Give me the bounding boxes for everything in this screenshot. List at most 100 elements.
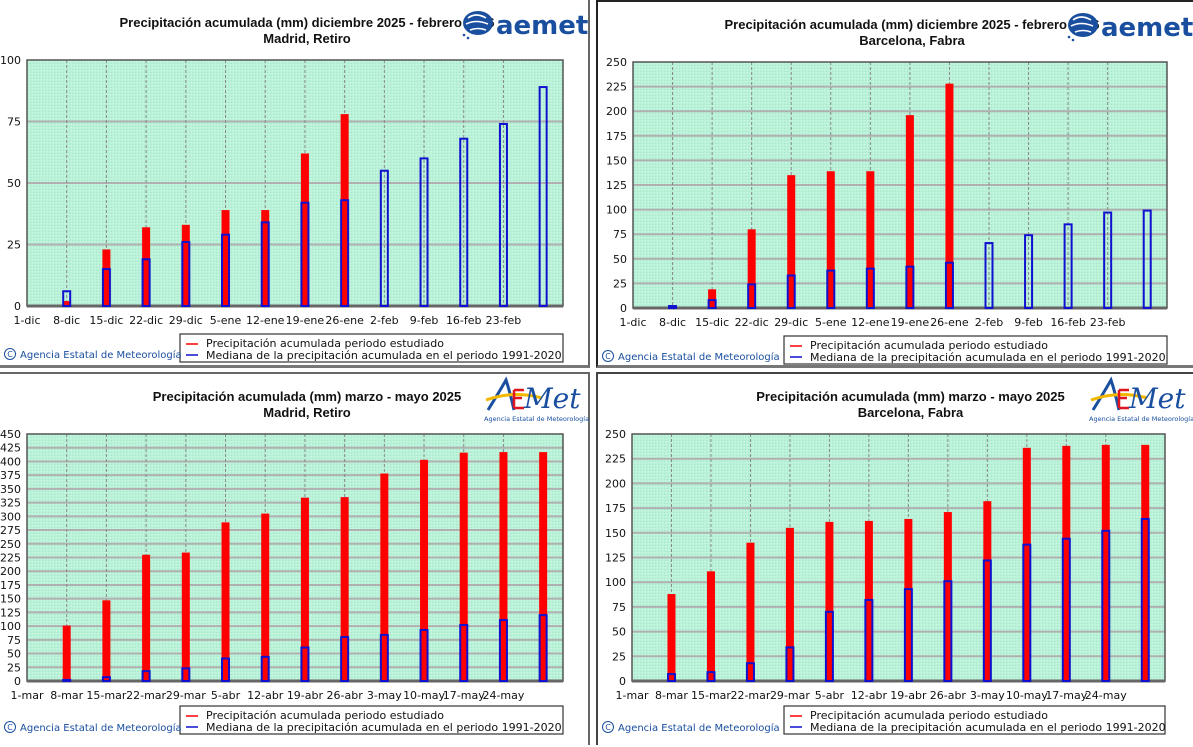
legend-label-median: Mediana de la precipitación acumulada en…	[810, 351, 1166, 364]
y-tick-label: 350	[0, 483, 21, 496]
y-tick-label: 450	[0, 428, 21, 441]
bar-median	[706, 671, 716, 683]
bar-median	[666, 673, 676, 683]
bar-median	[1142, 209, 1152, 309]
bar-median	[824, 610, 834, 682]
y-tick-label: 300	[0, 510, 21, 523]
y-tick-label: 250	[606, 56, 627, 69]
legend-box	[783, 705, 1166, 735]
x-tick-label: 15-mar	[691, 689, 731, 702]
legend-box	[179, 333, 564, 363]
bar-observed	[102, 600, 111, 681]
x-tick-label: 1-dic	[619, 316, 646, 329]
chart-panel-barcelona-winter: Precipitación acumulada (mm) diciembre 2…	[596, 0, 1193, 368]
x-tick-label: 5-abr	[211, 689, 241, 702]
chart-svg: Precipitación acumulada (mm) marzo - may…	[0, 376, 589, 735]
x-tick-label: 26-abr	[327, 689, 364, 702]
bar-median	[498, 122, 508, 307]
aemet-a-icon	[486, 376, 516, 411]
y-tick-label: 75	[7, 634, 21, 647]
bar-median	[141, 670, 151, 682]
y-tick-label: 225	[605, 453, 626, 466]
bar-observed	[261, 210, 270, 306]
bar-median	[668, 305, 678, 310]
svg-text:C: C	[605, 352, 611, 361]
bar-observed	[905, 115, 914, 308]
x-tick-label: 22-dic	[735, 316, 769, 329]
x-tick-label: 15-mar	[86, 689, 126, 702]
x-tick-label: 29-dic	[774, 316, 808, 329]
chart-subtitle: Barcelona, Fabra	[859, 33, 965, 48]
credit-text: Agencia Estatal de Meteorología	[618, 722, 780, 734]
x-tick-label: 2-feb	[975, 316, 1004, 329]
bar-observed	[746, 542, 755, 681]
bar-median	[786, 274, 796, 310]
x-tick-label: 3-may	[367, 689, 402, 702]
bar-median	[1101, 529, 1111, 682]
y-tick-label: 150	[605, 527, 626, 540]
bar-median	[1063, 223, 1073, 309]
bar-observed	[866, 171, 875, 308]
bar-median	[538, 86, 548, 307]
x-tick-label: 24-may	[482, 689, 524, 702]
y-tick-label: 250	[0, 538, 21, 551]
bar-median	[1061, 537, 1071, 682]
x-tick-label: 17-may	[1045, 689, 1087, 702]
chart-title: Precipitación acumulada (mm) diciembre 2…	[725, 17, 1100, 32]
y-tick-label: 200	[0, 565, 21, 578]
y-tick-label: 125	[0, 606, 21, 619]
bar-observed	[983, 501, 992, 681]
bar-median	[984, 242, 994, 309]
bar-median	[300, 646, 310, 683]
aemet-a-icon	[1091, 376, 1121, 411]
chart-panel-barcelona-spring: Precipitación acumulada (mm) marzo - may…	[596, 372, 1193, 745]
aemet-logo-text: Met	[1128, 382, 1186, 415]
legend-box	[179, 705, 564, 735]
y-tick-label: 400	[0, 455, 21, 468]
bar-observed	[300, 497, 309, 681]
bar-observed	[943, 512, 952, 681]
bar-observed	[420, 459, 429, 681]
x-tick-label: 1-mar	[11, 689, 44, 702]
legend: Precipitación acumulada periodo estudiad…	[179, 705, 564, 735]
y-tick-label: 50	[7, 177, 21, 190]
x-tick-label: 8-dic	[659, 316, 686, 329]
bar-median	[221, 657, 231, 682]
aemet-logo-text: aemet	[496, 11, 588, 41]
aemet-logo: aemet	[462, 11, 588, 41]
chart-panel-madrid-spring: Precipitación acumulada (mm) marzo - may…	[0, 372, 590, 745]
legend-label-median: Mediana de la precipitación acumulada en…	[206, 721, 562, 734]
bar-observed	[261, 513, 270, 681]
bar-median	[260, 221, 270, 307]
chart-title: Precipitación acumulada (mm) diciembre 2…	[120, 15, 495, 30]
credit-text: Agencia Estatal de Meteorología	[618, 351, 780, 363]
bar-median	[459, 624, 469, 683]
x-tick-label: 2-feb	[370, 314, 399, 327]
x-tick-label: 9-feb	[1014, 316, 1043, 329]
y-tick-label: 125	[605, 552, 626, 565]
credit: C Agencia Estatal de Meteorología	[4, 721, 182, 734]
bar-median	[865, 267, 875, 310]
x-tick-label: 5-abr	[815, 689, 845, 702]
x-tick-label: 22-mar	[126, 689, 166, 702]
bar-observed	[667, 594, 676, 681]
bar-observed	[499, 452, 508, 681]
chart-svg: Precipitación acumulada (mm) diciembre 2…	[602, 13, 1193, 365]
chart-subtitle: Barcelona, Fabra	[858, 405, 964, 420]
bar-median	[745, 662, 755, 683]
x-tick-label: 19-ene	[891, 316, 930, 329]
bar-median	[864, 598, 874, 682]
bar-median	[538, 614, 548, 682]
chart-subtitle: Madrid, Retiro	[263, 405, 350, 420]
chart-panel-madrid-winter: Precipitación acumulada (mm) diciembre 2…	[0, 0, 590, 368]
x-tick-label: 26-ene	[930, 316, 969, 329]
y-tick-label: 225	[606, 81, 627, 94]
bar-observed	[747, 229, 756, 308]
panel-divider	[591, 0, 595, 745]
bar-observed	[785, 527, 794, 681]
x-tick-label: 23-feb	[1090, 316, 1126, 329]
bar-median	[101, 676, 111, 682]
x-tick-label: 26-ene	[325, 314, 364, 327]
